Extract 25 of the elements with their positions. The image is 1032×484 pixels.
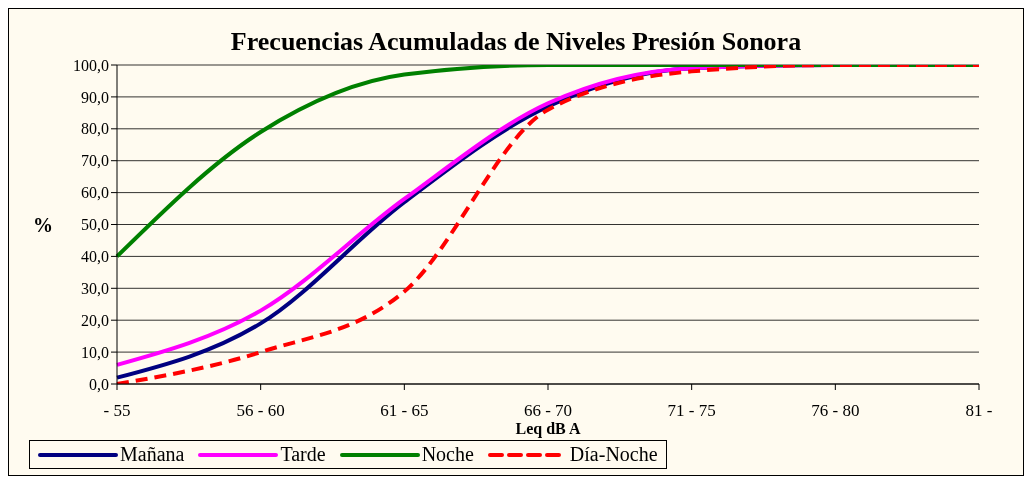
x-tick-label: 66 - 70 bbox=[523, 401, 573, 421]
x-tick-label: 56 - 60 bbox=[236, 401, 285, 421]
x-axis-title: Leq dB A bbox=[515, 420, 581, 438]
x-tick-label: 76 - 80 bbox=[811, 401, 860, 421]
y-tick-label: 80,0 bbox=[81, 120, 109, 138]
y-tick-label: 90,0 bbox=[81, 88, 109, 106]
y-tick-label: 100,0 bbox=[73, 56, 109, 74]
y-tick-label: 40,0 bbox=[81, 248, 109, 266]
chart-title: Frecuencias Acumuladas de Niveles Presión Sonora bbox=[229, 26, 803, 57]
y-axis-title: % bbox=[33, 213, 53, 236]
y-tick-label: 10,0 bbox=[81, 343, 109, 361]
x-tick-label: 71 - 75 bbox=[667, 401, 716, 421]
legend-label: Tarde bbox=[279, 443, 326, 466]
x-tick-label: 61 - 65 bbox=[380, 401, 429, 421]
x-tick-label: 81 - bbox=[965, 401, 993, 421]
x-tick-label: - 55 bbox=[103, 401, 131, 421]
legend-label: Mañana bbox=[119, 443, 185, 466]
legend-label: Noche bbox=[420, 443, 474, 466]
legend-label: Día-Noche bbox=[568, 443, 658, 466]
y-tick-label: 60,0 bbox=[81, 184, 109, 202]
y-tick-label: 20,0 bbox=[81, 311, 109, 329]
y-tick-label: 70,0 bbox=[81, 152, 109, 170]
y-tick-label: 50,0 bbox=[81, 216, 109, 234]
y-tick-label: 0,0 bbox=[89, 375, 109, 393]
y-tick-label: 30,0 bbox=[81, 279, 109, 297]
